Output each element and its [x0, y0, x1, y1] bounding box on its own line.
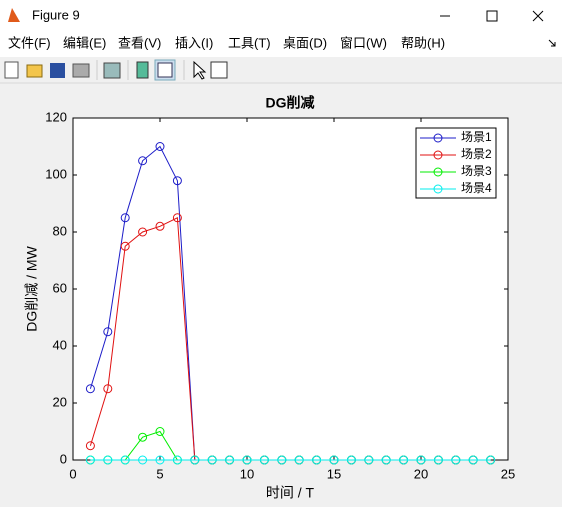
menu-bar [0, 31, 562, 57]
legend-box [415, 127, 497, 199]
data-point [120, 241, 130, 251]
data-point [155, 221, 165, 231]
x-tick-label: 5 [156, 466, 163, 481]
data-point [433, 455, 443, 465]
x-tick-label: 15 [327, 466, 341, 481]
x-tick-label: 20 [414, 466, 428, 481]
y-tick-label: 80 [53, 223, 67, 238]
y-tick-label: 120 [45, 109, 67, 124]
y-tick-label: 40 [53, 337, 67, 352]
legend-label: 场景2 [461, 147, 492, 161]
x-tick-label: 10 [240, 466, 254, 481]
data-point [259, 455, 269, 465]
maximize-button[interactable] [486, 10, 498, 22]
data-point [138, 432, 148, 442]
y-tick-label: 60 [53, 280, 67, 295]
y-tick-label: 20 [53, 394, 67, 409]
data-point [172, 176, 182, 186]
data-point [155, 455, 165, 465]
data-point [190, 455, 200, 465]
legend-label: 场景3 [461, 164, 492, 178]
menu-item[interactable]: 桌面(D) [283, 35, 327, 50]
data-point [451, 455, 461, 465]
menu-item[interactable]: 文件(F) [8, 35, 51, 50]
menu-item[interactable]: 查看(V) [118, 35, 161, 50]
data-point [399, 455, 409, 465]
data-point [207, 455, 217, 465]
close-button[interactable] [532, 10, 544, 22]
legend-marker [433, 167, 443, 177]
data-point [329, 455, 339, 465]
menu-item[interactable]: 帮助(H) [401, 35, 445, 50]
legend-marker [433, 133, 443, 143]
menu-item[interactable]: 插入(I) [175, 35, 213, 50]
data-point [120, 213, 130, 223]
data-point [103, 327, 113, 337]
legend-label: 场景1 [461, 130, 492, 144]
data-point [155, 427, 165, 436]
y-tick-label: 100 [45, 166, 67, 181]
data-point [103, 455, 113, 465]
y-tick-label: 0 [60, 451, 67, 466]
data-point [416, 455, 426, 465]
data-point [138, 455, 148, 465]
data-point [85, 441, 95, 451]
legend-marker [433, 184, 443, 194]
menu-arrow[interactable] [548, 39, 556, 47]
y-axis-label: DG削减 / MW [24, 245, 40, 331]
data-point [346, 455, 356, 465]
data-point [277, 455, 287, 465]
menu-item[interactable]: 工具(T) [228, 35, 271, 50]
data-point [155, 142, 165, 151]
data-point [225, 455, 235, 465]
x-tick-label: 0 [69, 466, 76, 481]
title-bar [0, 0, 562, 31]
data-point [242, 455, 252, 465]
data-point [468, 455, 478, 465]
chart-title: DG削减 [266, 95, 315, 111]
data-point [103, 384, 113, 394]
x-tick-label: 25 [501, 466, 515, 481]
data-point [381, 455, 391, 465]
window-title: Figure 9 [32, 7, 80, 22]
menu-item[interactable]: 窗口(W) [340, 35, 387, 50]
data-point [138, 227, 148, 237]
legend-label: 场景4 [461, 181, 492, 195]
menu-item[interactable]: 编辑(E) [63, 35, 106, 50]
data-point [138, 156, 148, 166]
legend-marker [433, 150, 443, 160]
data-point [85, 455, 95, 465]
data-point [85, 384, 95, 394]
toolbar [4, 59, 228, 81]
data-point [364, 455, 374, 465]
x-axis-label: 时间 / T [266, 485, 315, 501]
data-point [312, 455, 322, 465]
app-icon [8, 8, 20, 22]
data-point [172, 455, 182, 465]
data-point [120, 455, 130, 465]
data-point [486, 455, 496, 465]
data-point [172, 213, 182, 223]
data-point [294, 455, 304, 465]
